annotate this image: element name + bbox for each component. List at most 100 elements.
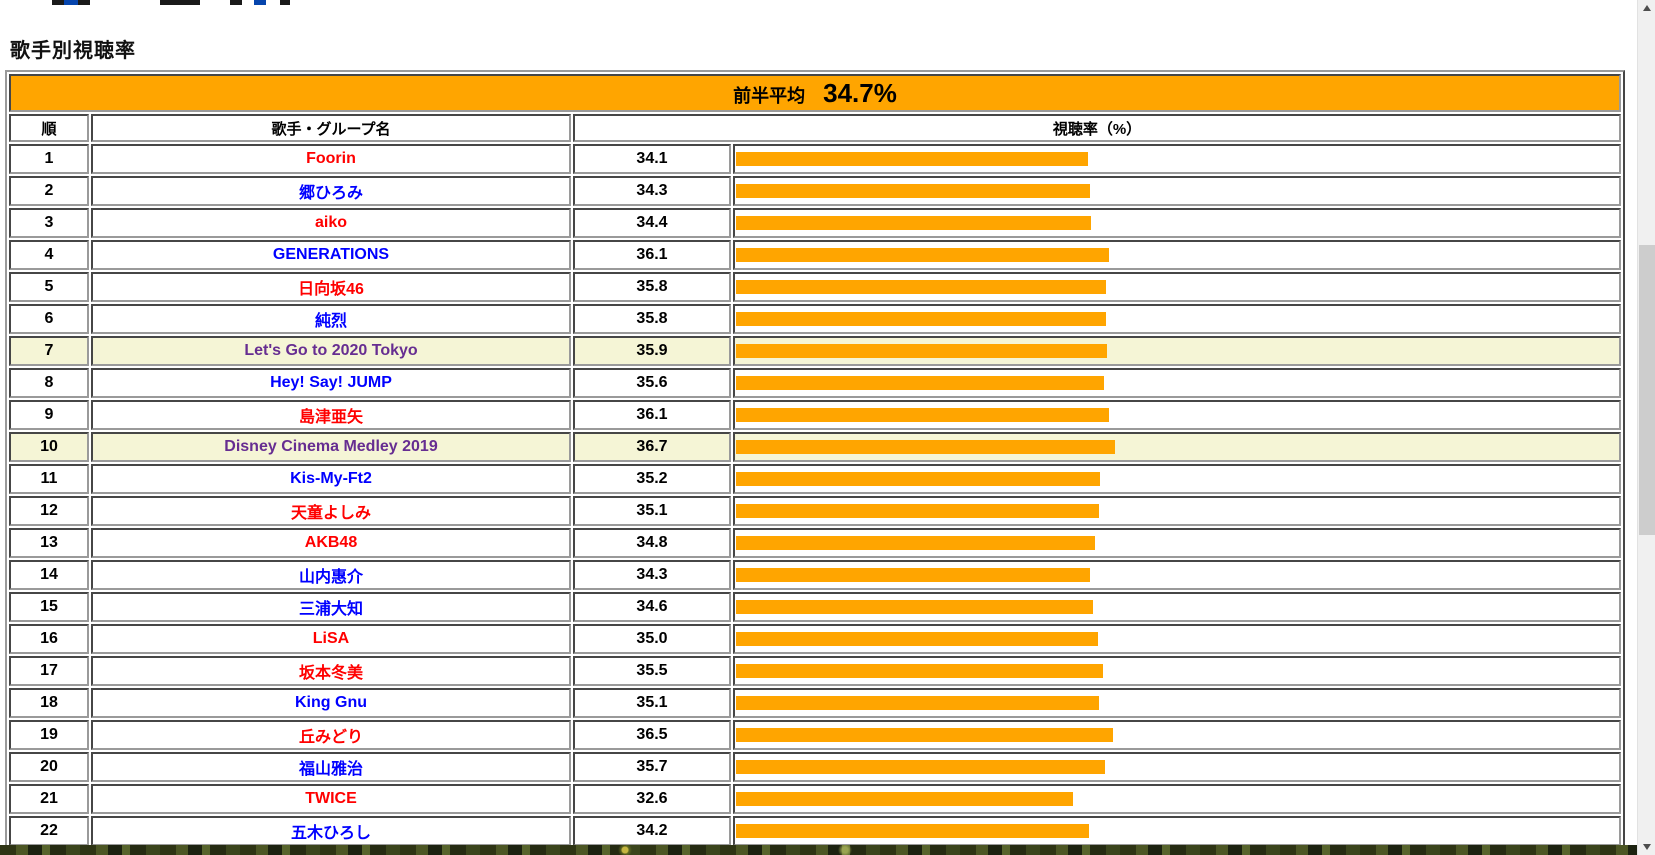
- rank-cell: 1: [9, 144, 89, 174]
- table-row: 5 日向坂46 35.8: [9, 272, 1621, 302]
- rating-bar-cell: [733, 304, 1621, 334]
- rating-value-cell: 34.2: [573, 816, 731, 846]
- rating-value-cell: 35.7: [573, 752, 731, 782]
- rating-bar: [736, 184, 1090, 198]
- rating-bar-cell: [733, 400, 1621, 430]
- rating-value-cell: 35.2: [573, 464, 731, 494]
- singer-name-cell: TWICE: [91, 784, 571, 814]
- average-caption-row: 前半平均 34.7%: [9, 74, 1621, 112]
- table-row: 16 LiSA 35.0: [9, 624, 1621, 654]
- singer-name-cell: King Gnu: [91, 688, 571, 718]
- rank-cell: 2: [9, 176, 89, 206]
- rank-cell: 4: [9, 240, 89, 270]
- singer-name-cell: Kis-My-Ft2: [91, 464, 571, 494]
- table-row: 7 Let's Go to 2020 Tokyo 35.9: [9, 336, 1621, 366]
- rank-cell: 9: [9, 400, 89, 430]
- table-row: 21 TWICE 32.6: [9, 784, 1621, 814]
- rating-bar: [736, 760, 1105, 774]
- rating-bar: [736, 568, 1090, 582]
- scrollbar-thumb[interactable]: [1639, 245, 1655, 535]
- rating-bar-cell: [733, 208, 1621, 238]
- rank-cell: 22: [9, 816, 89, 846]
- table-row: 20 福山雅治 35.7: [9, 752, 1621, 782]
- singer-name-cell: 郷ひろみ: [91, 176, 571, 206]
- rating-bar: [736, 280, 1106, 294]
- table-row: 12 天童よしみ 35.1: [9, 496, 1621, 526]
- rating-value-cell: 36.7: [573, 432, 731, 462]
- singer-name-cell: GENERATIONS: [91, 240, 571, 270]
- rank-cell: 21: [9, 784, 89, 814]
- rating-bar: [736, 344, 1107, 358]
- header-rating: 視聴率（%）: [573, 114, 1621, 142]
- rating-bar-cell: [733, 720, 1621, 750]
- rating-value-cell: 35.8: [573, 272, 731, 302]
- table-header-row: 順 歌手・グループ名 視聴率（%）: [9, 114, 1621, 142]
- rank-cell: 14: [9, 560, 89, 590]
- rating-bar-cell: [733, 816, 1621, 846]
- rating-value-cell: 35.1: [573, 688, 731, 718]
- scroll-down-arrow-icon[interactable]: [1638, 839, 1655, 855]
- rating-bar-cell: [733, 592, 1621, 622]
- rating-bar: [736, 824, 1089, 838]
- rating-value-cell: 35.0: [573, 624, 731, 654]
- rating-value-cell: 32.6: [573, 784, 731, 814]
- table-row: 17 坂本冬美 35.5: [9, 656, 1621, 686]
- singer-name-cell: AKB48: [91, 528, 571, 558]
- rank-cell: 11: [9, 464, 89, 494]
- singer-name-cell: Hey! Say! JUMP: [91, 368, 571, 398]
- rank-cell: 17: [9, 656, 89, 686]
- rating-bar: [736, 152, 1088, 166]
- singer-name-cell: aiko: [91, 208, 571, 238]
- rating-bar-cell: [733, 784, 1621, 814]
- rating-value-cell: 34.4: [573, 208, 731, 238]
- singer-name-cell: 三浦大知: [91, 592, 571, 622]
- rank-cell: 13: [9, 528, 89, 558]
- rating-bar-cell: [733, 432, 1621, 462]
- rating-value-cell: 35.1: [573, 496, 731, 526]
- rank-cell: 19: [9, 720, 89, 750]
- rating-value-cell: 34.1: [573, 144, 731, 174]
- scroll-up-arrow-icon[interactable]: [1638, 0, 1655, 16]
- table-row: 9 島津亜矢 36.1: [9, 400, 1621, 430]
- table-row: 22 五木ひろし 34.2: [9, 816, 1621, 846]
- table-row: 4 GENERATIONS 36.1: [9, 240, 1621, 270]
- rating-bar: [736, 376, 1104, 390]
- rating-value-cell: 34.6: [573, 592, 731, 622]
- singer-name-cell: Disney Cinema Medley 2019: [91, 432, 571, 462]
- rating-value-cell: 35.9: [573, 336, 731, 366]
- rank-cell: 7: [9, 336, 89, 366]
- rating-bar: [736, 600, 1093, 614]
- rating-bar: [736, 664, 1103, 678]
- singer-name-cell: 日向坂46: [91, 272, 571, 302]
- singer-name-cell: LiSA: [91, 624, 571, 654]
- singer-name-cell: 福山雅治: [91, 752, 571, 782]
- rank-cell: 8: [9, 368, 89, 398]
- rating-bar-cell: [733, 624, 1621, 654]
- rank-cell: 10: [9, 432, 89, 462]
- table-row: 1 Foorin 34.1: [9, 144, 1621, 174]
- rating-bar-cell: [733, 464, 1621, 494]
- rating-bar: [736, 440, 1115, 454]
- table-row: 14 山内惠介 34.3: [9, 560, 1621, 590]
- rank-cell: 15: [9, 592, 89, 622]
- rating-bar: [736, 248, 1109, 262]
- rating-bar-cell: [733, 240, 1621, 270]
- table-row: 6 純烈 35.8: [9, 304, 1621, 334]
- rating-value-cell: 35.5: [573, 656, 731, 686]
- average-value: 34.7%: [823, 77, 897, 108]
- rank-cell: 18: [9, 688, 89, 718]
- bottom-photo-edge: [0, 845, 1637, 855]
- rank-cell: 12: [9, 496, 89, 526]
- rating-bar: [736, 408, 1109, 422]
- rating-bar: [736, 472, 1100, 486]
- rating-bar-cell: [733, 560, 1621, 590]
- table-row: 11 Kis-My-Ft2 35.2: [9, 464, 1621, 494]
- header-name: 歌手・グループ名: [91, 114, 571, 142]
- ratings-table: 前半平均 34.7% 順 歌手・グループ名 視聴率（%） 1 Foorin 34.1 2…: [5, 70, 1625, 850]
- table-row: 10 Disney Cinema Medley 2019 36.7: [9, 432, 1621, 462]
- rating-value-cell: 35.6: [573, 368, 731, 398]
- average-label: 前半平均: [733, 85, 806, 106]
- singer-name-cell: Let's Go to 2020 Tokyo: [91, 336, 571, 366]
- rating-value-cell: 34.3: [573, 176, 731, 206]
- vertical-scrollbar[interactable]: [1637, 0, 1655, 855]
